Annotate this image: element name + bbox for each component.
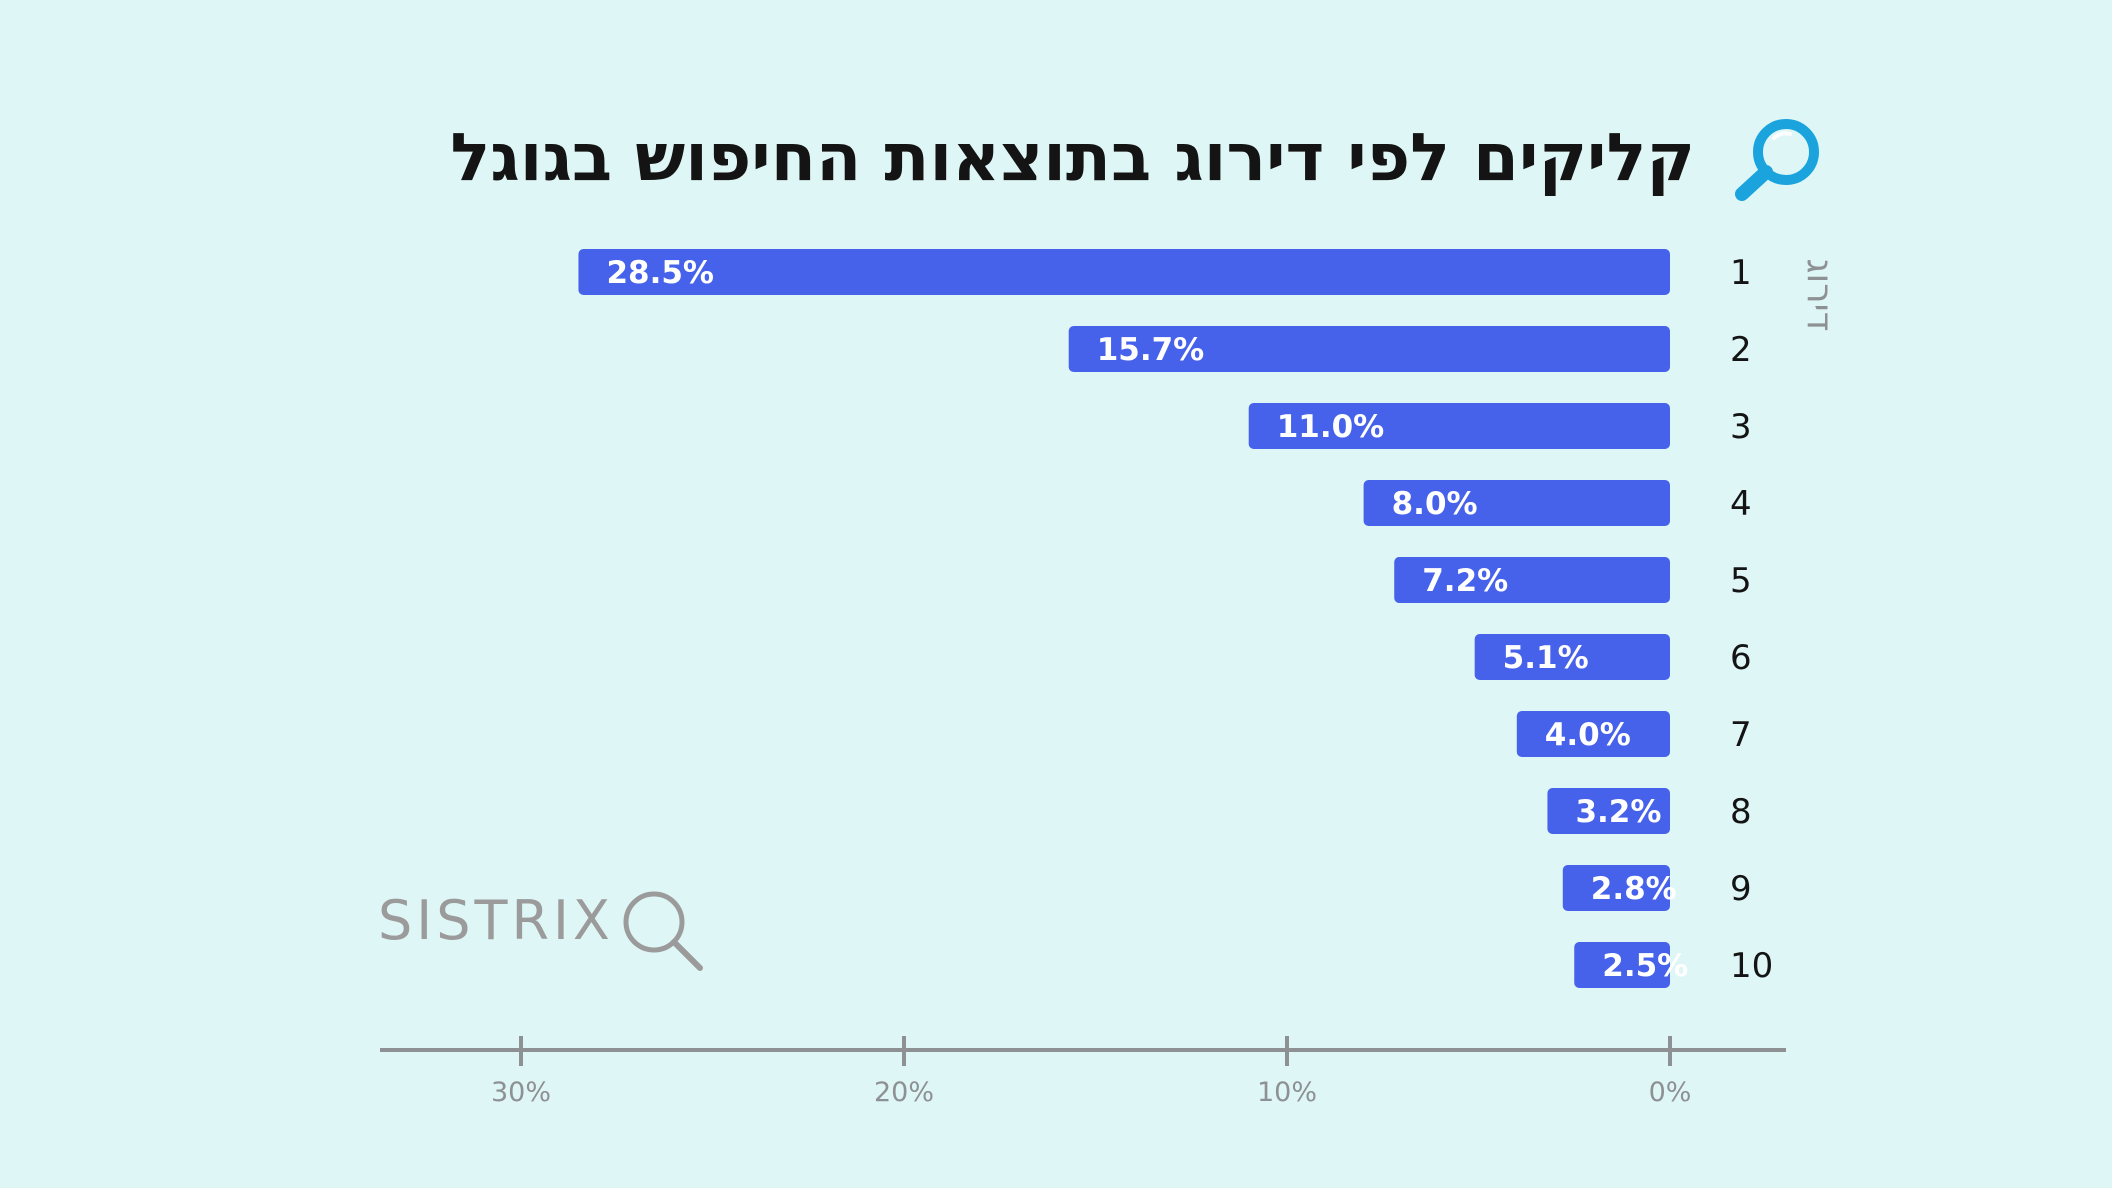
rank-label: 5 bbox=[1730, 561, 1752, 601]
bar-value-label: 4.0% bbox=[1545, 717, 1631, 753]
x-tick-label: 0% bbox=[1649, 1077, 1692, 1108]
rank-label: 8 bbox=[1730, 792, 1752, 832]
sistrix-logo: SISTRIX bbox=[378, 886, 718, 996]
rank-labels: 1 2 3 4 5 6 7 8 9 10 bbox=[1730, 253, 1773, 986]
bar-value-label: 28.5% bbox=[606, 255, 714, 291]
bar-rank-8 bbox=[1547, 788, 1670, 834]
x-tick-label: 10% bbox=[1257, 1077, 1317, 1108]
bar-value-label: 8.0% bbox=[1392, 486, 1478, 522]
bar-rank-7 bbox=[1516, 711, 1670, 757]
rank-label: 7 bbox=[1730, 715, 1752, 755]
search-icon bbox=[623, 891, 703, 971]
bar-value-label: 5.1% bbox=[1503, 640, 1589, 676]
bar-value-label: 7.2% bbox=[1422, 563, 1508, 599]
bar-value-label: 2.5% bbox=[1602, 948, 1688, 984]
bar-rank-4 bbox=[1363, 480, 1670, 526]
bar-value-label: 2.8% bbox=[1591, 871, 1677, 907]
y-axis-title: דירוג bbox=[1799, 259, 1840, 332]
rank-label: 3 bbox=[1730, 407, 1752, 447]
x-tick-label: 20% bbox=[874, 1077, 934, 1108]
rank-label: 2 bbox=[1730, 330, 1752, 370]
rank-label: 10 bbox=[1730, 946, 1773, 986]
x-tick-label: 30% bbox=[491, 1077, 551, 1108]
logo-text: SISTRIX bbox=[378, 889, 614, 952]
bar-rank-6 bbox=[1474, 634, 1670, 680]
bar-rank-5 bbox=[1394, 557, 1670, 603]
rank-label: 4 bbox=[1730, 484, 1752, 524]
bar-rank-9 bbox=[1562, 865, 1670, 911]
bar-rank-10 bbox=[1574, 942, 1670, 988]
rank-label: 6 bbox=[1730, 638, 1752, 678]
bars-layer: 28.5% 15.7% 11.0% 8.0% 7.2% 5.1% 4.0% 3.2% 2.8% 2… bbox=[578, 249, 1688, 988]
rank-label: 1 bbox=[1730, 253, 1752, 293]
bar-value-label: 11.0% bbox=[1277, 409, 1385, 445]
bar-rank-2 bbox=[1068, 326, 1670, 372]
bar-value-label: 15.7% bbox=[1097, 332, 1205, 368]
search-icon bbox=[1735, 119, 1819, 201]
bar-rank-1 bbox=[578, 249, 1671, 295]
bar-value-label: 3.2% bbox=[1575, 794, 1661, 830]
bar-rank-3 bbox=[1248, 403, 1670, 449]
rank-label: 9 bbox=[1730, 869, 1752, 909]
page-title: קליקים לפי דירוג בתוצאות החיפוש בגוגל bbox=[450, 119, 1695, 196]
x-axis: 30% 20% 10% 0% bbox=[380, 1036, 1786, 1108]
